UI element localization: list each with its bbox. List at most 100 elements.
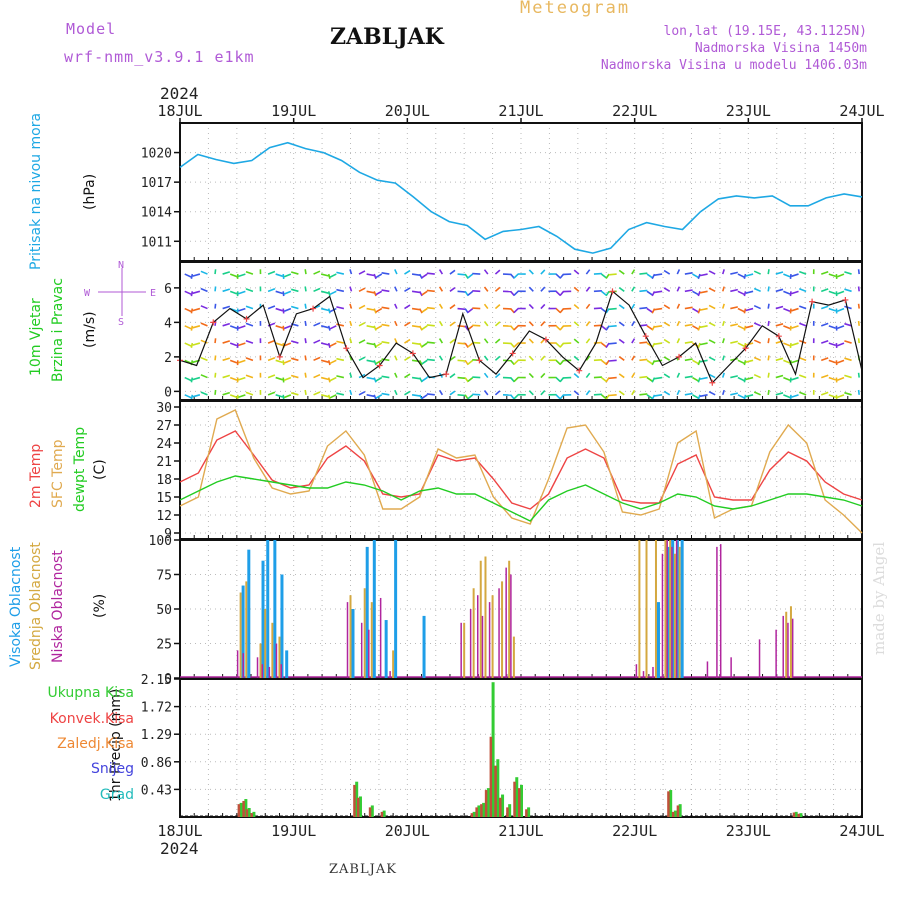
wind-arrow: [438, 389, 444, 396]
wind-arrow: [767, 286, 770, 292]
wind-arrow: [528, 390, 534, 396]
wind-arrow: [601, 376, 607, 383]
high-cloud-bar: [280, 574, 284, 678]
wind-arrow: [791, 376, 799, 381]
wind-arrow: [651, 290, 656, 297]
high-cloud-bar: [680, 540, 684, 678]
wind-arrow: [783, 359, 791, 364]
wind-arrow: [375, 307, 383, 313]
wind-arrow: [692, 290, 699, 296]
wind-arrow: [373, 342, 377, 349]
wind-arrow: [745, 359, 754, 363]
wind-arrow: [336, 288, 345, 293]
wind-arrow: [699, 273, 708, 277]
wind-arrow: [528, 321, 534, 327]
ytick-label-wind: 2: [164, 351, 172, 366]
wind-arrow: [366, 290, 375, 294]
ytick-label-clouds: 25: [156, 638, 172, 653]
wind-arrow: [229, 342, 238, 347]
wind-marker: [409, 350, 416, 357]
wind-arrow: [200, 356, 208, 362]
wind-arrow: [404, 373, 411, 379]
high-cloud-bar: [285, 650, 289, 678]
wind-arrow: [283, 394, 292, 399]
wind-arrow: [844, 322, 852, 327]
wind-arrow: [238, 273, 246, 278]
wind-arrow: [426, 393, 435, 396]
wind-arrow: [737, 307, 745, 313]
wind-arrow: [708, 390, 716, 396]
wind-arrow: [421, 325, 428, 331]
total-precip-bar: [486, 788, 490, 817]
wind-arrow: [190, 273, 194, 279]
ytick-label-temperature: 21: [156, 455, 172, 470]
wind-arrow: [654, 273, 663, 276]
year-top: 2024: [160, 84, 199, 103]
wind-arrow: [375, 325, 383, 330]
wind-arrow: [783, 325, 791, 330]
wind-arrow: [245, 322, 254, 327]
wind-arrow: [528, 269, 534, 275]
wind-arrow: [639, 358, 648, 362]
wind-arrow: [449, 304, 456, 310]
wind-arrow: [775, 323, 784, 327]
wind-arrow: [585, 269, 591, 275]
wind-arrow: [828, 394, 837, 398]
wind-arrow: [494, 321, 501, 327]
wind-arrow: [654, 290, 663, 294]
wind-arrow: [783, 376, 791, 381]
wind-arrow: [418, 359, 423, 366]
wind-arrow: [697, 308, 701, 314]
wind-arrow: [775, 374, 784, 379]
conv-precip-bar: [245, 809, 249, 817]
wind-arrow: [699, 307, 708, 311]
conv-precip-bar: [242, 800, 245, 817]
high-cloud-bar: [372, 540, 376, 678]
wind-arrow: [184, 376, 192, 382]
wind-arrow: [222, 288, 231, 293]
wind-arrow: [605, 325, 610, 331]
wind-arrow: [767, 389, 770, 395]
wind-arrow: [381, 272, 390, 275]
wind-arrow: [404, 269, 411, 275]
wind-arrow: [464, 273, 469, 279]
wind-arrow: [745, 325, 754, 329]
wind-arrow: [631, 303, 636, 309]
wind-arrow: [593, 393, 602, 396]
wind-arrow: [464, 342, 469, 348]
wind-arrow: [528, 286, 534, 292]
wind-arrow: [697, 377, 701, 383]
wind-arrow: [513, 342, 519, 348]
wind-arrow: [375, 342, 383, 348]
conv-precip-bar: [475, 807, 478, 817]
wind-arrow: [457, 273, 466, 276]
wind-arrow: [238, 394, 246, 398]
wind-arrow: [821, 288, 829, 293]
conv-precip-bar: [353, 784, 356, 817]
wind-arrow: [214, 286, 217, 292]
ytick-label-precipitation: 1.72: [141, 701, 172, 716]
day-label-top: 23JUL: [726, 102, 771, 120]
wind-arrow: [528, 338, 534, 344]
wind-arrow: [646, 325, 653, 331]
wind-arrow: [245, 374, 254, 379]
wind-arrow: [329, 394, 337, 399]
wind-arrow: [618, 269, 625, 275]
wind-arrow: [791, 394, 799, 398]
wind-arrow: [730, 288, 738, 293]
high-cloud-bar: [394, 540, 398, 678]
wind-arrow: [245, 305, 254, 310]
wind-arrow: [618, 304, 625, 310]
day-label-top: 22JUL: [612, 102, 657, 120]
wind-arrow: [426, 358, 435, 362]
wind-arrow: [494, 355, 501, 361]
wind-arrow: [721, 269, 725, 275]
day-label-bottom: 23JUL: [726, 822, 771, 840]
wind-arrow: [336, 306, 345, 310]
meteogram-title: Meteogram: [520, 0, 631, 18]
high-cloud-bar: [266, 540, 270, 678]
wind-arrow: [743, 377, 747, 383]
wind-arrow: [190, 394, 194, 400]
wind-arrow: [349, 372, 353, 378]
wind-arrow: [605, 377, 610, 383]
